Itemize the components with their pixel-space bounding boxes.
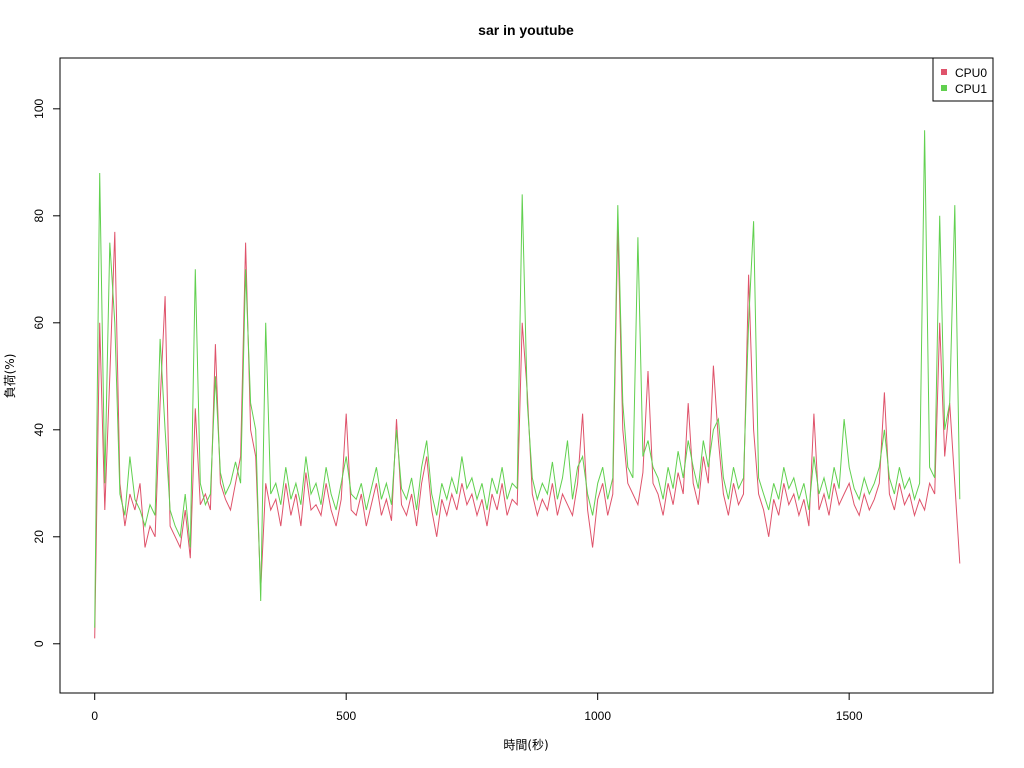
y-axis: 0 20 40 60 80 100 [32,98,61,647]
y-tick-label: 40 [32,423,46,437]
y-tick-label: 20 [32,530,46,544]
x-tick-label: 0 [91,709,98,723]
series-line-cpu1 [94,130,961,628]
y-axis-title: 負荷(%) [3,354,17,399]
series-layer [94,130,961,639]
x-tick-label: 1000 [584,709,611,723]
legend-swatch-cpu0 [941,69,947,75]
y-tick-label: 60 [32,316,46,330]
legend-box [932,57,994,102]
x-tick-label: 500 [336,709,356,723]
x-axis: 0 500 1000 1500 [91,692,863,723]
chart-title: sar in youtube [478,22,574,38]
y-tick-label: 100 [32,98,46,118]
y-tick-label: 0 [32,640,46,647]
legend-swatch-cpu1 [941,85,947,91]
legend: CPU0 CPU1 [932,57,994,102]
series-line-cpu0 [94,226,961,639]
x-tick-label: 1500 [836,709,863,723]
x-axis-title: 時間(秒) [503,738,548,752]
legend-label-cpu1: CPU1 [955,82,987,96]
legend-label-cpu0: CPU0 [955,66,987,80]
y-tick-label: 80 [32,209,46,223]
